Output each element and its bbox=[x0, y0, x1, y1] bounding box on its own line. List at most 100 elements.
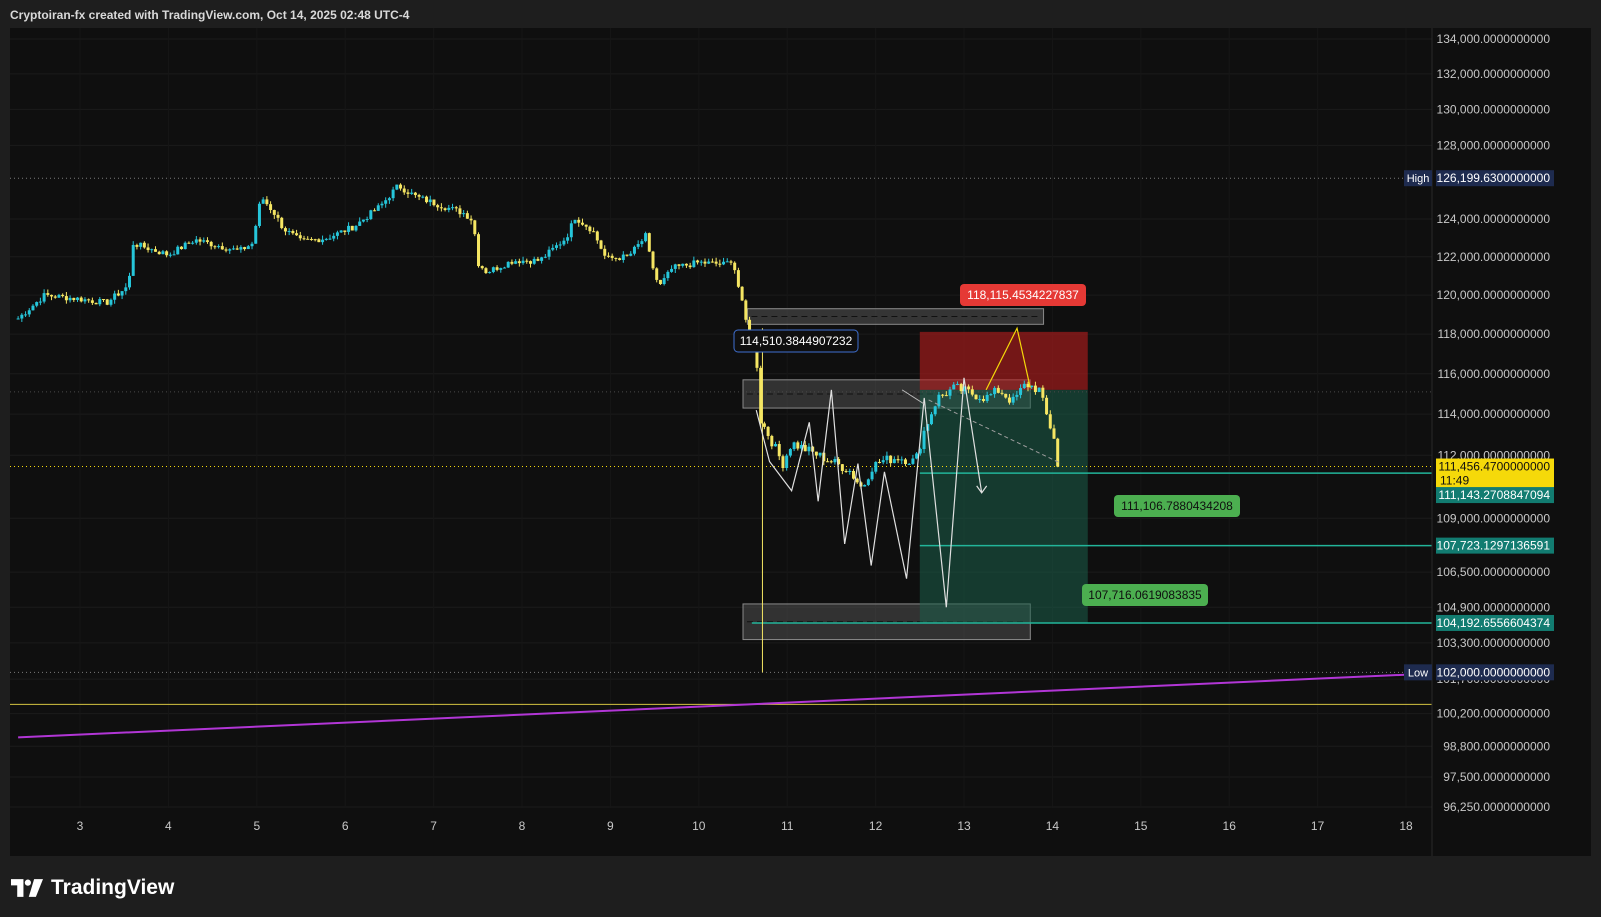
candle-up bbox=[636, 244, 640, 247]
candle-down bbox=[283, 228, 287, 232]
candle-down bbox=[651, 251, 655, 269]
candle-up bbox=[250, 243, 254, 247]
candle-down bbox=[967, 386, 971, 390]
candle-up bbox=[818, 452, 822, 456]
candle-up bbox=[681, 263, 685, 266]
candle-down bbox=[996, 387, 1000, 393]
candle-down bbox=[1048, 414, 1052, 429]
candle-down bbox=[157, 251, 161, 255]
target-2-label-text: 107,716.0619083835 bbox=[1088, 588, 1202, 602]
candle-down bbox=[580, 222, 584, 225]
candle-down bbox=[826, 461, 830, 463]
candle-down bbox=[298, 235, 302, 239]
y-tick-label: 132,000.0000000000 bbox=[1437, 67, 1551, 81]
candle-down bbox=[781, 456, 785, 468]
candle-up bbox=[707, 261, 711, 264]
candle-down bbox=[889, 455, 893, 464]
low-tag-bg bbox=[1404, 664, 1432, 681]
candle-up bbox=[892, 459, 896, 464]
y-tick-label: 96,250.0000000000 bbox=[1443, 800, 1550, 814]
y-tick-label: 122,000.0000000000 bbox=[1437, 250, 1551, 264]
candle-down bbox=[703, 261, 707, 264]
candle-down bbox=[959, 383, 963, 392]
candle-down bbox=[265, 199, 269, 205]
candle-down bbox=[432, 199, 436, 206]
low-tag: Low bbox=[1408, 667, 1428, 679]
candle-down bbox=[477, 234, 481, 267]
candle-up bbox=[621, 254, 625, 260]
candle-up bbox=[807, 446, 811, 452]
target-1-label-text: 111,106.7880434208 bbox=[1121, 499, 1233, 513]
candle-up bbox=[725, 261, 729, 263]
candle-down bbox=[413, 192, 417, 196]
tradingview-logo[interactable]: TradingView bbox=[11, 874, 174, 902]
candle-up bbox=[16, 318, 20, 320]
candle-up bbox=[113, 293, 117, 300]
chart-panel[interactable]: 118,115.4534227837 114,510.3844907232 111,… bbox=[10, 28, 1591, 856]
candle-up bbox=[1037, 387, 1041, 393]
low-value-label: 102,000.0000000000 bbox=[1437, 665, 1551, 679]
candle-up bbox=[451, 207, 455, 209]
candle-up bbox=[1011, 396, 1015, 403]
candles-layer bbox=[16, 183, 1060, 490]
purple-trendline bbox=[18, 672, 1433, 739]
x-tick-label: 17 bbox=[1311, 819, 1325, 833]
target-2-label-bg bbox=[1082, 584, 1208, 606]
target-1-label-bg bbox=[1114, 495, 1240, 517]
candle-down bbox=[766, 426, 770, 436]
candle-down bbox=[606, 255, 610, 257]
candle-down bbox=[439, 207, 443, 209]
zones-layer bbox=[742, 308, 1088, 641]
candle-down bbox=[469, 218, 473, 221]
y-tick-label: 128,000.0000000000 bbox=[1437, 138, 1551, 152]
high-tag: High bbox=[1407, 173, 1430, 185]
connector-line bbox=[901, 389, 925, 405]
stop-zone bbox=[919, 331, 1088, 390]
candle-up bbox=[150, 249, 154, 251]
candle-up bbox=[31, 305, 35, 311]
candle-up bbox=[335, 232, 339, 236]
candle-down bbox=[528, 261, 532, 264]
y-tick-label: 103,300.0000000000 bbox=[1437, 636, 1551, 650]
y-tick-label: 98,800.0000000000 bbox=[1443, 739, 1550, 753]
target-1-label: 111,106.7880434208 bbox=[1114, 495, 1240, 517]
level-2-value-bg bbox=[1436, 537, 1554, 554]
stop-price-label-text: 118,115.4534227837 bbox=[967, 288, 1079, 302]
candle-down bbox=[796, 442, 800, 449]
candle-up bbox=[380, 203, 384, 206]
candle-up bbox=[673, 264, 677, 269]
candle-down bbox=[269, 204, 273, 211]
candle-up bbox=[42, 293, 46, 302]
candle-down bbox=[142, 242, 146, 248]
candle-up bbox=[57, 294, 61, 298]
candle-down bbox=[402, 188, 406, 193]
candle-down bbox=[187, 242, 191, 244]
entry-price-label: 114,510.3844907232 bbox=[733, 329, 859, 353]
candle-down bbox=[588, 226, 592, 232]
candle-down bbox=[603, 248, 607, 256]
candle-up bbox=[532, 258, 536, 264]
candle-down bbox=[94, 302, 98, 305]
level-3-value-bg bbox=[1436, 614, 1554, 631]
candle-up bbox=[38, 301, 42, 303]
y-tick-label: 130,000.0000000000 bbox=[1437, 102, 1551, 116]
candle-up bbox=[918, 449, 922, 454]
candle-down bbox=[72, 297, 76, 301]
candle-down bbox=[944, 395, 948, 397]
candle-up bbox=[632, 246, 636, 254]
price-chart[interactable]: 118,115.4534227837 114,510.3844907232 111,… bbox=[10, 28, 1591, 856]
candle-down bbox=[618, 258, 622, 260]
candle-up bbox=[183, 242, 187, 250]
candle-up bbox=[376, 205, 380, 211]
candle-down bbox=[243, 247, 247, 250]
time-axis-panel bbox=[10, 808, 1432, 856]
candle-down bbox=[577, 219, 581, 223]
x-tick-label: 12 bbox=[869, 819, 883, 833]
candle-down bbox=[595, 231, 599, 241]
candle-up bbox=[347, 225, 351, 232]
candle-up bbox=[870, 471, 874, 480]
candle-down bbox=[436, 205, 440, 208]
candle-up bbox=[722, 261, 726, 265]
candle-up bbox=[937, 394, 941, 407]
candle-down bbox=[272, 210, 276, 215]
